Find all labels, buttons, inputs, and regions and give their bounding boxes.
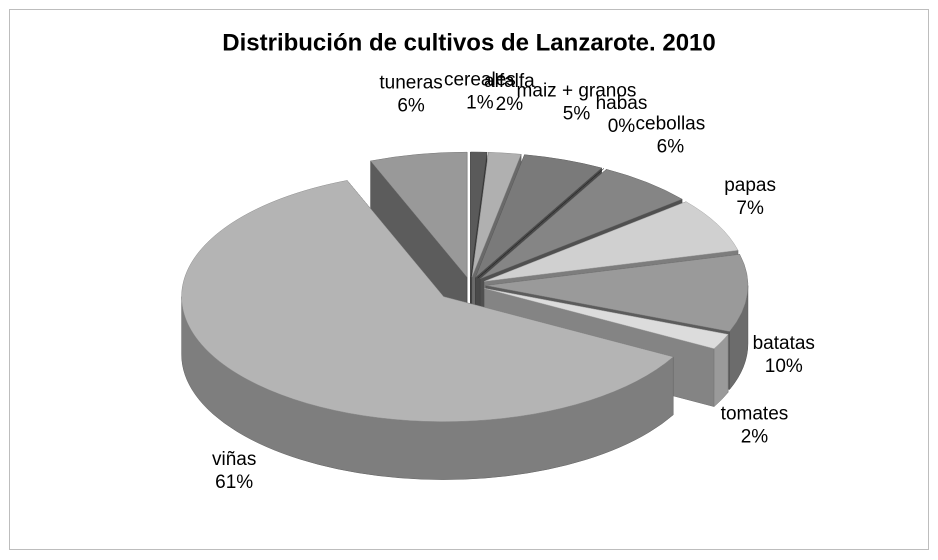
slice-label: batatas — [753, 333, 815, 354]
slice-value-label: 2% — [496, 94, 524, 115]
slice — [471, 152, 522, 278]
slice-label: cereales — [444, 69, 516, 90]
slice — [475, 154, 603, 278]
slice — [480, 169, 683, 280]
slice — [370, 151, 468, 278]
slice — [484, 288, 729, 349]
slice-value-label: 0% — [608, 116, 636, 137]
slice — [484, 201, 739, 282]
slice-tops — [181, 151, 749, 422]
slice-value-label: 61% — [215, 472, 253, 493]
slice-label: viñas — [212, 449, 256, 470]
slice-value-label: 1% — [466, 92, 494, 113]
slice — [470, 151, 488, 278]
slice-value-label: 6% — [657, 137, 685, 158]
slice — [181, 180, 674, 422]
slice-value-label: 6% — [397, 96, 425, 117]
slice-label: cebollas — [636, 114, 706, 135]
slice-label: habas — [596, 93, 648, 114]
slice-value-label: 7% — [736, 198, 764, 219]
slice-label: alfalfa — [484, 71, 535, 92]
slice-label: maiz + granos — [517, 81, 637, 102]
chart-title: Distribución de cultivos de Lanzarote. 2… — [222, 29, 715, 56]
slice-label: papas — [724, 175, 776, 196]
slice-label: tuneras — [379, 73, 442, 94]
slice-value-label: 5% — [563, 104, 591, 125]
slice — [485, 254, 749, 332]
slice-label: tomates — [721, 404, 789, 425]
slice-value-label: 2% — [741, 427, 769, 448]
slice-value-label: 10% — [765, 356, 803, 377]
